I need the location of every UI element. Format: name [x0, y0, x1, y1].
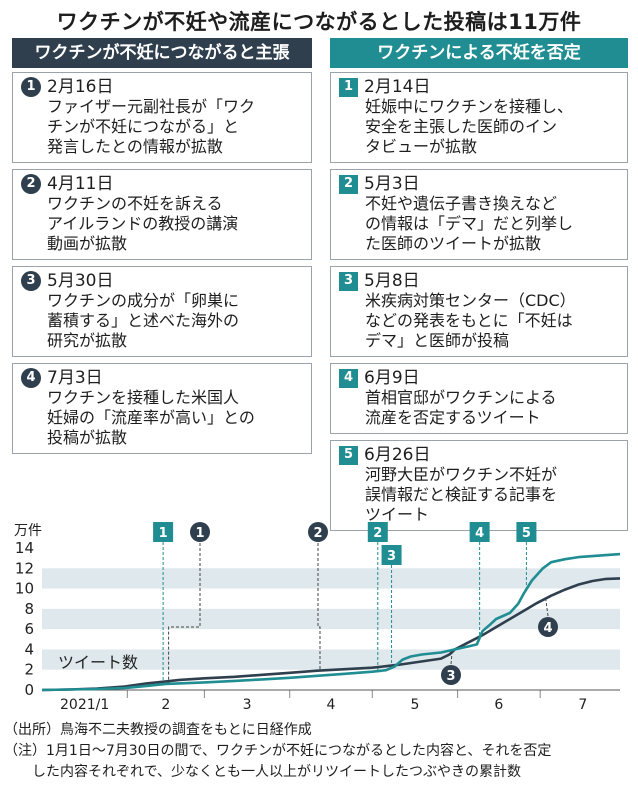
claim-marker-circle [538, 617, 558, 637]
claims-column: 1 2月16日 ファイザー元副社長が「ワク チンが不妊につながる」と 発言したとの… [12, 72, 312, 460]
denials-series-line [41, 552, 621, 692]
denial-marker-label: 1 [159, 526, 168, 541]
denial-marker: 1 [339, 77, 358, 97]
source-note: （出所）鳥海不二夫教授の調査をもとに日経作成 [4, 722, 312, 738]
y-tick-label: 0 [24, 681, 34, 699]
denial-text: 妊娠中にワクチンを接種し、 安全を主張した医師のイン タビューが拡散 [365, 97, 574, 156]
claim-card: 1 2月16日 ファイザー元副社長が「ワク チンが不妊につながる」と 発言したとの… [12, 72, 312, 163]
y-tick-label: 10 [15, 580, 34, 598]
denial-card: 5 6月26日 河野大臣がワクチン不妊が 誤情報だと検証する記事を ツイート [330, 440, 628, 531]
denial-date: 2月14日 [364, 77, 431, 97]
claim-date: 4月11日 [47, 174, 114, 194]
page-title: ワクチンが不妊や流産につながるとした投稿は11万件 [56, 10, 582, 34]
x-tick-label: 5 [410, 697, 419, 713]
claim-leader [450, 651, 453, 665]
denial-date: 6月9日 [364, 368, 420, 388]
claim-marker: 3 [21, 271, 41, 291]
denial-marker-box [469, 522, 490, 542]
y-unit-label: 万件 [14, 523, 42, 539]
grid-band [42, 568, 620, 589]
notes: （出所）鳥海不二夫教授の調査をもとに日経作成 （注）1月1日～7月30日の間で、ワ… [4, 720, 634, 783]
denial-date: 5月8日 [364, 271, 420, 291]
x-tick-label: 4 [327, 697, 336, 713]
denial-marker-box [153, 522, 174, 542]
denial-marker: 2 [339, 174, 358, 194]
x-tick-label: 2 [161, 697, 170, 713]
x-tick-label: 2021/1 [60, 697, 109, 713]
y-tick-label: 2 [24, 661, 34, 679]
denial-marker: 5 [339, 445, 358, 465]
claim-marker-label: 4 [543, 621, 552, 636]
claim-marker-label: 3 [446, 669, 455, 684]
claim-marker: 4 [21, 368, 41, 388]
claim-marker: 1 [21, 77, 41, 97]
claim-marker-circle [441, 665, 461, 685]
denial-marker-label: 3 [387, 549, 396, 564]
grid-band [42, 608, 620, 630]
claim-date: 2月16日 [47, 77, 114, 97]
denial-date: 5月3日 [364, 174, 420, 194]
claims-header: ワクチンが不妊につながると主張 [12, 38, 312, 68]
claim-card: 2 4月11日 ワクチンの不妊を訴える アイルランドの教授の講演 動画が拡散 [12, 169, 312, 260]
denial-marker: 3 [339, 271, 358, 291]
denials-header: ワクチンによる不妊を否定 [330, 38, 628, 68]
y-tick-label: 4 [24, 640, 34, 658]
claim-marker-circle [190, 522, 210, 542]
claim-card: 3 5月30日 ワクチンの成分が「卵巣に 蓄積する」と述べた海外の 研究が拡散 [12, 266, 312, 357]
denial-marker-box [381, 545, 402, 565]
denial-date: 6月26日 [364, 445, 431, 465]
denial-marker-label: 2 [373, 526, 382, 541]
denial-card: 3 5月8日 米疾病対策センター（CDC） などの発表をもとに「不妊は デマ」と医… [330, 266, 628, 357]
denial-card: 4 6月9日 首相官邸がワクチンによる 流産を否定するツイート [330, 363, 628, 434]
y-tick-label: 8 [24, 600, 34, 618]
denial-text: 河野大臣がワクチン不妊が 誤情報だと検証する記事を ツイート [365, 465, 558, 524]
y-tick-label: 6 [24, 620, 34, 638]
denial-text: 首相官邸がワクチンによる 流産を否定するツイート [365, 388, 557, 427]
denial-marker-label: 4 [475, 526, 484, 541]
claims-series-line [41, 577, 621, 692]
claim-leader [168, 543, 201, 682]
denial-marker-label: 5 [522, 526, 531, 541]
denial-card: 2 5月3日 不妊や遺伝子書き換えなど の情報は「デマ」だと列挙し た医師のツイー… [330, 169, 628, 260]
claim-marker-label: 2 [313, 526, 322, 541]
claim-marker-circle [308, 522, 328, 542]
claim-text: ワクチンを接種した米国人 妊婦の「流産率が高い」との 投稿が拡散 [47, 388, 255, 447]
denials-column: 1 2月14日 妊娠中にワクチンを接種し、 安全を主張した医師のイン タビューが拡… [330, 72, 628, 537]
denial-marker: 4 [339, 368, 358, 388]
claim-text: ワクチンの不妊を訴える アイルランドの教授の講演 動画が拡散 [47, 194, 239, 253]
denial-text: 不妊や遺伝子書き換えなど の情報は「デマ」だと列挙し た医師のツイートが拡散 [365, 194, 574, 253]
denial-marker-box [516, 522, 537, 542]
claim-date: 5月30日 [47, 271, 114, 291]
x-tick-label: 3 [243, 697, 252, 713]
denial-marker-box [367, 522, 388, 542]
x-tick-label: 7 [578, 697, 587, 713]
denial-card: 1 2月14日 妊娠中にワクチンを接種し、 安全を主張した医師のイン タビューが拡… [330, 72, 628, 163]
claim-text: ファイザー元副社長が「ワク チンが不妊につながる」と 発言したとの情報が拡散 [47, 97, 256, 156]
claim-leader [317, 543, 321, 671]
y-tick-label: 12 [15, 559, 34, 577]
grid-band [42, 649, 620, 670]
footnote: （注）1月1日～7月30日の間で、ワクチンが不妊につながるとした内容と、それを否… [4, 743, 552, 780]
x-tick-label: 6 [494, 697, 503, 713]
denial-text: 米疾病対策センター（CDC） などの発表をもとに「不妊は デマ」と医師が投稿 [365, 291, 576, 350]
claim-card: 4 7月3日 ワクチンを接種した米国人 妊婦の「流産率が高い」との 投稿が拡散 [12, 363, 312, 454]
series-label: ツイート数 [58, 653, 138, 672]
y-tick-label: 14 [15, 539, 34, 557]
claim-text: ワクチンの成分が「卵巣に 蓄積する」と述べた海外の 研究が拡散 [47, 291, 240, 350]
claim-marker: 2 [21, 174, 41, 194]
claim-date: 7月3日 [47, 368, 103, 388]
claim-marker-label: 1 [195, 526, 204, 541]
claim-leader [545, 598, 549, 617]
